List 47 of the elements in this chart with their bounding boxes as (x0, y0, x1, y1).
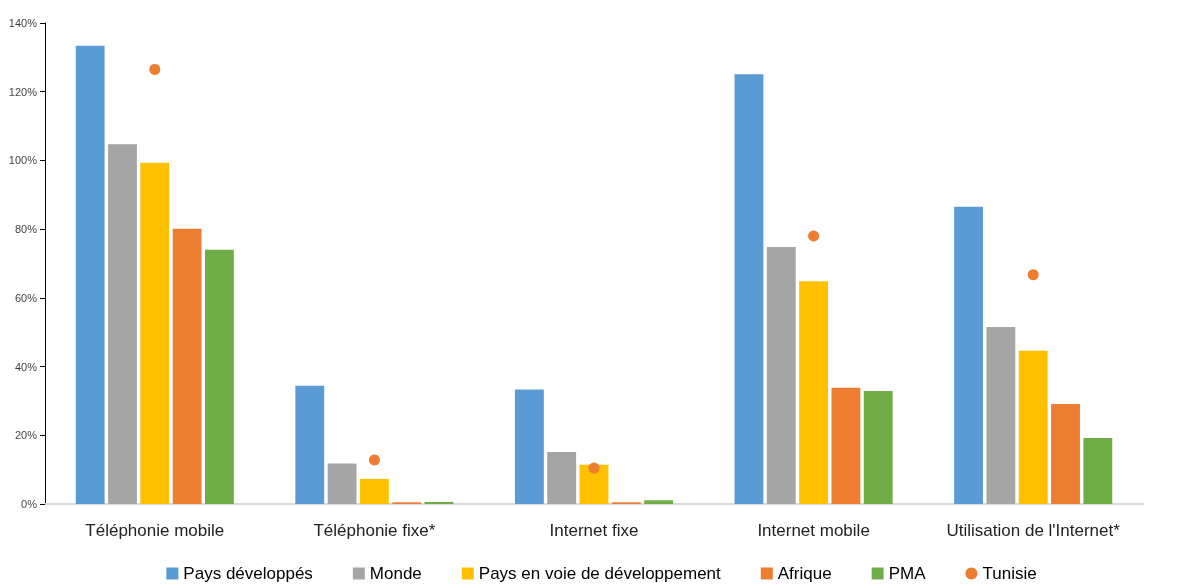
legend-label: Pays développés (183, 564, 313, 583)
x-tick-label: Utilisation de l'Internet* (946, 521, 1121, 540)
bar (327, 463, 357, 504)
legend-label: PMA (888, 564, 927, 583)
bar (424, 501, 454, 504)
y-tick-label: 20% (14, 429, 38, 442)
y-tick-label: 60% (14, 291, 38, 304)
y-tick-label: 0% (21, 498, 38, 510)
bar (734, 74, 764, 504)
bar (863, 390, 893, 504)
bar (1051, 404, 1080, 504)
bar (295, 385, 325, 504)
bar (514, 389, 544, 504)
y-tick-label: 140% (8, 17, 38, 29)
point (1027, 269, 1039, 281)
point (808, 230, 820, 242)
legend-label: Pays en voie de développement (478, 564, 722, 583)
x-tick-label: Téléphonie fixe* (313, 521, 436, 540)
legend-label: Tunisie (982, 564, 1037, 583)
bar (986, 327, 1016, 504)
x-tick-label: Internet mobile (757, 521, 870, 540)
legend-label: Afrique (777, 564, 832, 583)
point (588, 462, 600, 474)
bar (547, 452, 577, 504)
bar (140, 162, 170, 504)
bar (644, 500, 674, 504)
y-tick-label: 40% (14, 360, 38, 373)
y-tick-label: 120% (8, 85, 38, 98)
bar (205, 249, 234, 504)
point (368, 454, 380, 466)
x-tick-label: Internet fixe (549, 521, 639, 540)
bar (172, 228, 202, 504)
bar (108, 144, 137, 504)
y-tick-label: 100% (8, 154, 38, 167)
bar (75, 45, 105, 504)
bar (799, 281, 829, 504)
bar (1083, 438, 1113, 504)
bar (954, 206, 983, 504)
bar (579, 464, 609, 504)
bar (831, 387, 861, 504)
y-tick-label: 80% (14, 223, 38, 236)
legend-label: Monde (369, 564, 422, 583)
point (149, 63, 161, 75)
bar (1018, 350, 1048, 504)
bar (359, 478, 389, 504)
x-tick-label: Téléphonie mobile (85, 521, 225, 540)
bar (766, 247, 796, 504)
